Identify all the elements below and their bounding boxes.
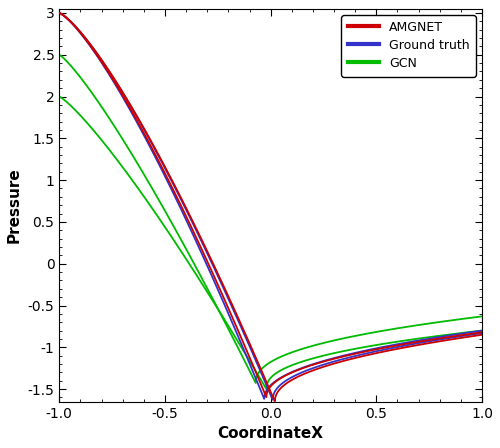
Legend: AMGNET, Ground truth, GCN: AMGNET, Ground truth, GCN: [342, 15, 476, 77]
X-axis label: CoordinateX: CoordinateX: [218, 426, 324, 441]
Y-axis label: Pressure: Pressure: [7, 168, 22, 243]
